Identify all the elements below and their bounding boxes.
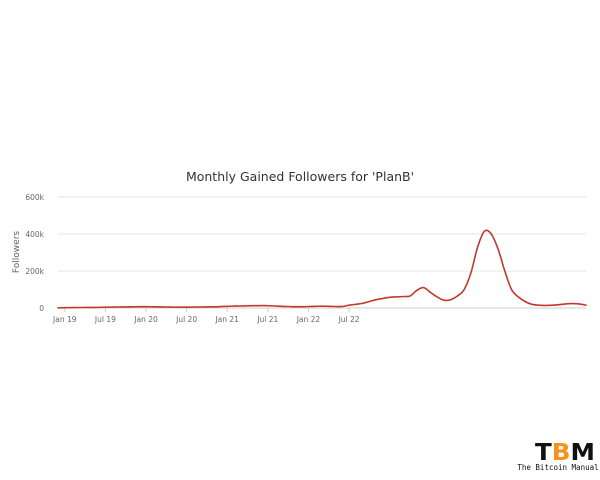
- y-tick-label: 600k: [25, 193, 44, 202]
- x-axis-ticks: Jan 19 Jul 19 Jan 20 Jul 20 Jan 21 Jul 21 Jan …: [52, 308, 360, 324]
- y-tick-label: 200k: [25, 267, 44, 276]
- y-axis-label: Followers: [12, 231, 22, 273]
- chart-title: Monthly Gained Followers for 'PlanB': [186, 169, 414, 184]
- series-line-followers: [57, 229, 587, 309]
- x-tick-label: Jul 22: [338, 315, 360, 324]
- gridlines: [58, 196, 586, 309]
- brand-tagline: The Bitcoin Manual: [517, 463, 598, 472]
- x-tick-label: Jan 21: [214, 315, 239, 324]
- x-tick-label: Jul 19: [94, 315, 116, 324]
- brand-logo: TBM The Bitcoin Manual: [517, 440, 598, 472]
- brand-logo-text: TBM: [535, 440, 595, 466]
- x-tick-label: Jan 19: [52, 315, 77, 324]
- x-tick-label: Jan 22: [296, 315, 321, 324]
- x-tick-label: Jul 21: [256, 315, 278, 324]
- x-tick-label: Jan 20: [133, 315, 158, 324]
- series-group: [57, 229, 587, 309]
- y-tick-label: 400k: [25, 230, 44, 239]
- x-tick-label: Jul 20: [175, 315, 197, 324]
- y-tick-label: 0: [39, 304, 44, 313]
- y-axis-ticks: 0 200k 400k 600k: [25, 193, 44, 313]
